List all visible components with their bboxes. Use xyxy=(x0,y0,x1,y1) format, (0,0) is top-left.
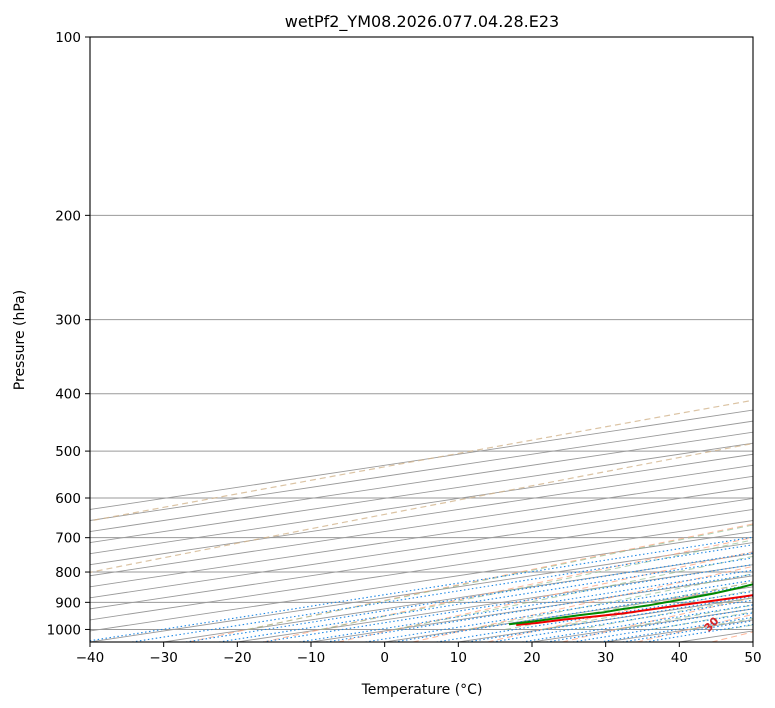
theta-e-line xyxy=(90,399,753,522)
x-tick-label: 50 xyxy=(744,650,761,666)
isotherm-line xyxy=(90,497,753,599)
dry-adiabat-line xyxy=(562,597,753,642)
x-tick-label: −10 xyxy=(297,650,326,666)
x-tick-label: 10 xyxy=(450,650,467,666)
y-tick-label: 200 xyxy=(55,208,81,224)
dry-adiabat-label: 30 xyxy=(702,614,722,634)
grid-layer xyxy=(90,37,753,642)
x-axis-label: Temperature (°C) xyxy=(361,682,483,698)
mixing-ratio-line xyxy=(185,552,753,642)
y-tick-label: 400 xyxy=(55,387,81,403)
moist-adiabat-line xyxy=(394,555,753,630)
x-tick-label: 30 xyxy=(597,650,614,666)
y-tick-label: 600 xyxy=(55,491,81,507)
isotherm-line xyxy=(90,475,753,577)
y-tick-label: 900 xyxy=(55,595,81,611)
x-tick-label: 20 xyxy=(523,650,540,666)
dry-adiabat-line xyxy=(487,581,753,642)
y-tick-label: 800 xyxy=(55,565,81,581)
mixing-ratio-line xyxy=(131,544,753,642)
isotherm-line xyxy=(384,586,753,642)
theta-e-line xyxy=(90,442,753,573)
isotherm-line xyxy=(90,409,753,510)
mixing-ratio-line xyxy=(492,599,753,642)
y-tick-label: 300 xyxy=(55,313,81,329)
line-annotations: 0.10.20.40.611.52346810131620253036-100-… xyxy=(702,614,722,634)
moist-adiabat-line xyxy=(505,581,753,630)
mixing-ratio-line xyxy=(262,563,753,642)
x-tick-label: 40 xyxy=(671,650,688,666)
y-tick-label: 1000 xyxy=(47,622,81,638)
mixing-ratio-line xyxy=(645,623,753,642)
moist-adiabat-line xyxy=(542,589,753,630)
isotherm-line xyxy=(90,431,753,533)
isotherm-line xyxy=(605,619,753,642)
y-tick-label: 500 xyxy=(55,444,81,460)
isotherm-line xyxy=(90,486,753,588)
isotherm-line xyxy=(90,453,753,555)
x-tick-label: −20 xyxy=(223,650,252,666)
isotherm-line xyxy=(90,531,753,632)
y-axis-ticks: 100 200 300 400 500 600 700 800 900 1000 xyxy=(47,30,90,638)
mixing-ratio-line xyxy=(467,595,753,642)
dry-adiabat-line xyxy=(188,523,753,642)
isotherm-line xyxy=(90,542,753,642)
moist-adiabat-line xyxy=(247,524,753,630)
mixing-ratio-line xyxy=(218,557,753,642)
isotherm-line xyxy=(90,442,753,544)
y-axis-label: Pressure (hPa) xyxy=(12,290,28,390)
isotherm-line xyxy=(531,608,753,642)
x-axis-ticks: −40 −30 −20 −10 0 10 20 30 40 50 xyxy=(76,642,762,666)
dry-adiabat-line xyxy=(636,613,753,642)
isotherm-line xyxy=(458,597,753,642)
dry-adiabat-line xyxy=(263,537,753,642)
x-tick-label: 0 xyxy=(380,650,389,666)
moist-adiabat-line xyxy=(689,617,753,630)
mixing-ratio-line xyxy=(299,569,753,642)
moist-adiabat-line xyxy=(578,597,753,630)
isotherm-line xyxy=(90,520,753,621)
isotherm-line xyxy=(90,464,753,566)
y-tick-label: 100 xyxy=(55,30,81,46)
dry-adiabat-line xyxy=(412,565,753,642)
x-tick-label: −40 xyxy=(76,650,105,666)
chart-title: wetPf2_YM08.2026.077.04.28.E23 xyxy=(285,12,559,32)
y-tick-label: 700 xyxy=(55,531,81,547)
mixing-ratio-line xyxy=(522,604,753,642)
isotherm-line xyxy=(310,575,753,642)
x-tick-label: −30 xyxy=(149,650,178,666)
moist-adiabat-line xyxy=(726,624,753,630)
background-lines xyxy=(90,399,753,642)
dry-adiabat-line xyxy=(711,631,753,642)
isotherm-line xyxy=(90,420,753,521)
dewpoint-line xyxy=(508,583,753,626)
isotherm-line xyxy=(90,509,753,610)
isotherm-line xyxy=(752,641,753,642)
plot-frame xyxy=(89,36,754,643)
